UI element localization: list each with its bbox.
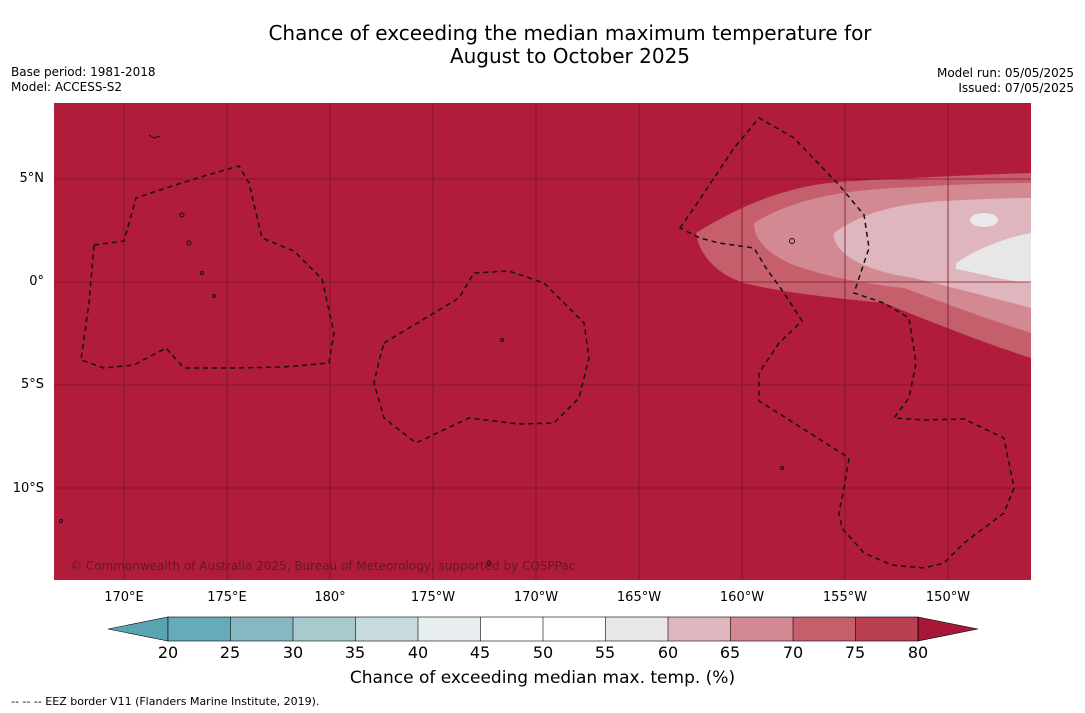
colorbar-low-arrow xyxy=(108,616,169,642)
lon-label-170e: 170°E xyxy=(104,590,144,605)
lat-label-5n: 5°N xyxy=(19,171,45,186)
colorbar-tick-80: 80 xyxy=(907,643,929,662)
colorbar-high-arrow xyxy=(917,616,978,642)
eez-border-kiribati-line xyxy=(678,117,1015,569)
colorbar-tick-60: 60 xyxy=(657,643,679,662)
lat-label-0: 0° xyxy=(29,274,44,289)
meta-right: Model run: 05/05/2025 Issued: 07/05/2025 xyxy=(937,66,1074,96)
meta-left: Base period: 1981-2018 Model: ACCESS-S2 xyxy=(11,65,156,95)
map-background xyxy=(54,103,1031,580)
colorbar-seg-55-60 xyxy=(605,617,668,641)
colorbar-label: Chance of exceeding median max. temp. (%… xyxy=(349,668,736,688)
lon-label-160w: 160°W xyxy=(719,590,765,605)
colorbar-tick-65: 65 xyxy=(719,643,741,662)
eez-border-kiribati-phoenix xyxy=(373,270,590,444)
eez-border-kiribati-gilbert xyxy=(80,165,335,369)
colorbar-seg-75-80 xyxy=(855,617,918,641)
map-copyright: © Commonwealth of Australia 2025, Bureau… xyxy=(70,559,576,573)
colorbar-seg-30-35 xyxy=(293,617,356,641)
anomaly-band-55 xyxy=(956,233,1031,283)
colorbar-tick-50: 50 xyxy=(532,643,554,662)
colorbar-tick-70: 70 xyxy=(782,643,804,662)
colorbar-seg-20-25 xyxy=(168,617,231,641)
colorbar-tick-35: 35 xyxy=(344,643,366,662)
lon-label-165w: 165°W xyxy=(616,590,662,605)
lon-label-150w: 150°W xyxy=(925,590,971,605)
islands xyxy=(59,134,795,566)
colorbar-tick-30: 30 xyxy=(282,643,304,662)
colorbar-tick-45: 45 xyxy=(469,643,491,662)
lon-label-155w: 155°W xyxy=(822,590,868,605)
colorbar-tick-75: 75 xyxy=(844,643,866,662)
issued-date: Issued: 07/05/2025 xyxy=(958,81,1074,95)
colorbar-tick-20: 20 xyxy=(157,643,179,662)
lat-label-10s: 10°S xyxy=(12,481,44,496)
colorbar-seg-50-55 xyxy=(543,617,606,641)
lon-label-175w: 175°W xyxy=(410,590,456,605)
model-name: Model: ACCESS-S2 xyxy=(11,80,123,94)
lon-label-170w: 170°W xyxy=(513,590,559,605)
lon-label-180: 180° xyxy=(314,590,346,605)
colorbar-seg-25-30 xyxy=(230,617,293,641)
title-line-2: August to October 2025 xyxy=(449,44,691,68)
lat-label-5s: 5°S xyxy=(20,377,44,392)
model-run: Model run: 05/05/2025 xyxy=(936,66,1074,80)
colorbar-seg-70-75 xyxy=(793,617,856,641)
title-line-1: Chance of exceeding the median maximum t… xyxy=(268,21,872,45)
colorbar-seg-65-70 xyxy=(730,617,793,641)
colorbar-seg-45-50 xyxy=(480,617,543,641)
colorbar-seg-40-45 xyxy=(418,617,481,641)
footer-eez-legend: -- -- -- EEZ border V11 (Flanders Marine… xyxy=(11,695,320,708)
base-period: Base period: 1981-2018 xyxy=(11,65,156,79)
lon-label-175e: 175°E xyxy=(207,590,247,605)
forecast-map xyxy=(54,103,1031,580)
colorbar-tick-40: 40 xyxy=(407,643,429,662)
colorbar-tick-55: 55 xyxy=(594,643,616,662)
chart-title: Chance of exceeding the median maximum t… xyxy=(0,22,1085,68)
colorbar xyxy=(108,616,978,642)
colorbar-tick-25: 25 xyxy=(219,643,241,662)
colorbar-seg-35-40 xyxy=(355,617,418,641)
anomaly-spot xyxy=(970,213,998,227)
grid-lines xyxy=(54,103,1031,580)
colorbar-seg-60-65 xyxy=(668,617,731,641)
